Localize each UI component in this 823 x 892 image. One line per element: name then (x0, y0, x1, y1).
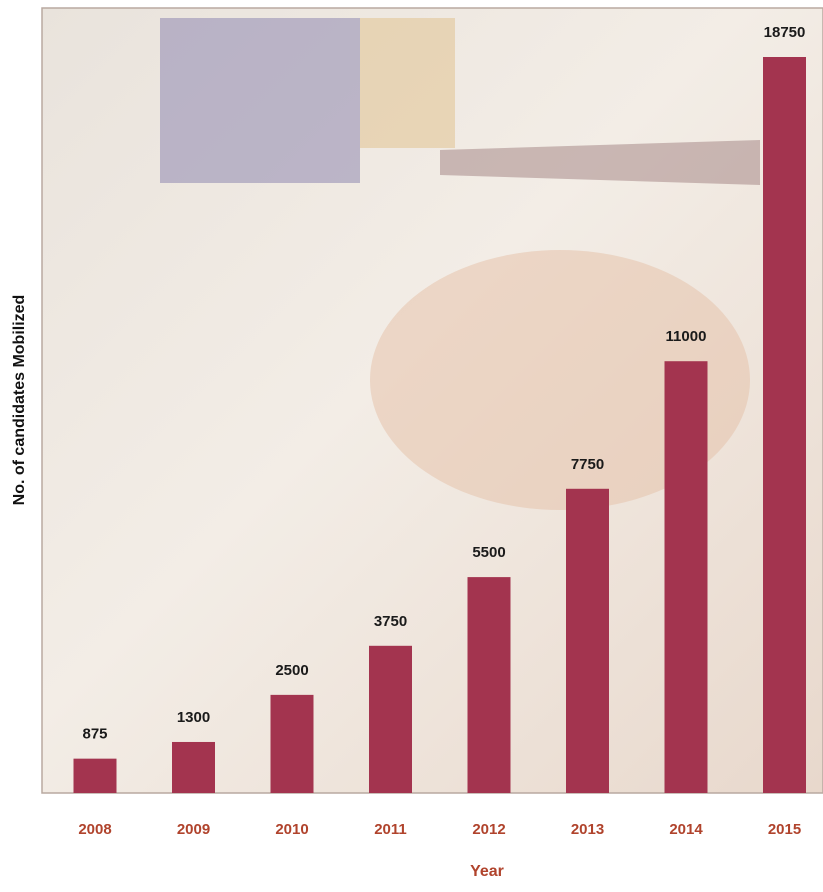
value-label: 18750 (764, 24, 806, 41)
x-tick-label: 2014 (669, 821, 703, 838)
bar (467, 577, 511, 793)
value-label: 11000 (666, 328, 707, 345)
x-tick-label: 2011 (374, 821, 407, 838)
x-tick-label: 2008 (78, 821, 111, 838)
photo-shape (160, 18, 360, 183)
x-tick-label: 2012 (472, 821, 505, 838)
value-label: 5500 (472, 544, 505, 561)
x-tick-label: 2010 (275, 821, 308, 838)
bar (566, 488, 609, 793)
bar (172, 741, 215, 793)
y-axis-title: No. of candidates Mobilized (11, 295, 28, 506)
value-label: 1300 (177, 709, 210, 726)
bar (763, 57, 806, 793)
x-tick-label: 2013 (571, 821, 604, 838)
photo-shape (440, 140, 760, 185)
bar (369, 645, 412, 793)
value-label: 7750 (571, 456, 604, 473)
photo-shape (370, 250, 750, 510)
value-label: 3750 (374, 613, 407, 630)
x-axis-title: Year (470, 863, 504, 880)
x-tick-label: 2009 (177, 821, 210, 838)
bar (73, 758, 117, 793)
bar (664, 361, 708, 793)
photo-shape (360, 18, 455, 148)
value-label: 2500 (275, 662, 308, 679)
value-label: 875 (82, 726, 107, 743)
bar (270, 694, 314, 793)
x-tick-label: 2015 (768, 821, 801, 838)
